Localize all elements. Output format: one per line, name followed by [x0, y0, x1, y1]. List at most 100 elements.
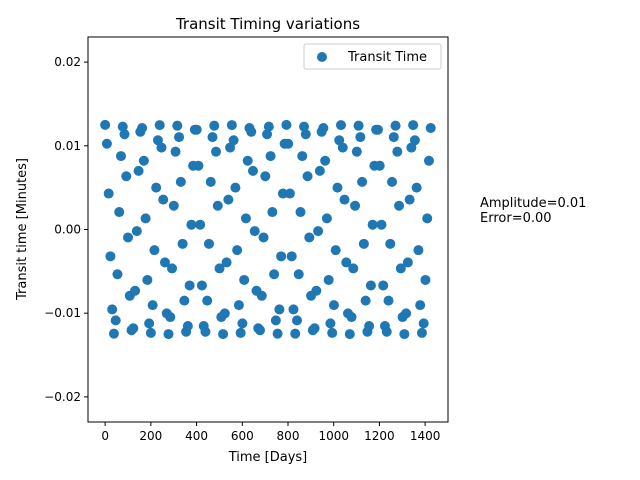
scatter-point: [423, 155, 434, 166]
fit-annotation: Amplitude=0.01 Error=0.00: [480, 196, 586, 226]
scatter-point: [168, 200, 179, 211]
scatter-point: [291, 315, 302, 326]
scatter-point: [137, 122, 148, 133]
x-tick-label: 200: [139, 429, 162, 443]
scatter-point: [276, 251, 287, 262]
scatter-point: [163, 329, 174, 340]
scatter-point: [300, 129, 311, 140]
scatter-point: [408, 120, 419, 131]
scatter-point: [372, 124, 383, 135]
scatter-point: [140, 213, 151, 224]
scatter-point: [348, 263, 359, 274]
scatter-point: [221, 257, 232, 268]
legend-label: Transit Time: [347, 50, 427, 65]
y-tick-label: 0.01: [54, 139, 81, 153]
scatter-point: [385, 238, 396, 249]
scatter-point: [376, 219, 387, 230]
scatter-point: [383, 295, 394, 306]
scatter-point: [130, 285, 141, 296]
scatter-point: [159, 257, 170, 268]
scatter-point: [313, 226, 324, 237]
legend-marker: [317, 52, 327, 62]
scatter-point: [105, 251, 116, 262]
scatter-point: [337, 142, 348, 153]
scatter-point: [170, 146, 181, 157]
scatter-point: [288, 304, 299, 315]
scatter-point: [256, 290, 267, 301]
scatter-point: [110, 315, 121, 326]
error-text: Error=0.00: [480, 211, 552, 226]
scatter-point: [212, 200, 223, 211]
scatter-point: [211, 146, 222, 157]
scatter-point: [193, 160, 204, 171]
scatter-point: [154, 120, 165, 131]
scatter-point: [388, 132, 399, 143]
scatter-point: [302, 171, 313, 182]
scatter-point: [323, 274, 334, 285]
scatter-point: [330, 245, 341, 256]
scatter-point: [138, 155, 149, 166]
scatter-point: [399, 329, 410, 340]
scatter-point: [321, 213, 332, 224]
scatter-point: [237, 318, 248, 329]
scatter-point: [332, 182, 343, 193]
scatter-point: [230, 182, 241, 193]
scatter-point: [228, 135, 239, 146]
scatter-point: [378, 280, 389, 291]
x-tick-label: 600: [231, 429, 254, 443]
scatter-point: [172, 120, 183, 131]
scatter-point: [177, 238, 188, 249]
scatter-point: [100, 119, 111, 130]
scatter-point: [205, 176, 216, 187]
scatter-point: [117, 121, 128, 132]
scatter-point: [262, 129, 273, 140]
scatter-point: [299, 121, 310, 132]
scatter-point: [156, 142, 167, 153]
y-tick-label: −0.01: [44, 306, 81, 320]
scatter-point: [219, 308, 230, 319]
scatter-point: [295, 207, 306, 218]
scatter-point: [277, 188, 288, 199]
scatter-point: [214, 263, 225, 274]
legend-box: [303, 43, 442, 70]
scatter-point: [290, 328, 301, 339]
scatter-point: [404, 194, 415, 205]
y-tick-label: 0.02: [54, 55, 81, 69]
scatter-point: [284, 188, 295, 199]
scatter-point: [318, 122, 329, 133]
scatter-point: [309, 323, 320, 334]
scatter-point: [112, 269, 123, 280]
scatter-point: [131, 226, 142, 237]
scatter-point: [360, 295, 371, 306]
scatter-point: [401, 308, 412, 319]
scatter-point: [167, 263, 178, 274]
scatter-point: [223, 194, 234, 205]
scatter-point: [270, 315, 281, 326]
y-axis-label: Transit time [Minutes]: [15, 158, 30, 301]
scatter-point: [175, 176, 186, 187]
scatter-point: [350, 200, 361, 211]
scatter-point: [281, 119, 292, 130]
x-tick-label: 800: [277, 429, 300, 443]
scatter-point: [182, 321, 193, 332]
scatter-point: [265, 151, 276, 162]
scatter-point: [239, 274, 250, 285]
scatter-point: [191, 124, 202, 135]
scatter-point: [142, 274, 153, 285]
scatter-point: [269, 269, 280, 280]
scatter-point: [320, 155, 331, 166]
scatter-point: [422, 213, 433, 224]
scatter-point: [367, 219, 378, 230]
scatter-point: [272, 328, 283, 339]
x-tick-label: 1000: [318, 429, 349, 443]
scatter-point: [121, 171, 132, 182]
scatter-point: [328, 300, 339, 311]
scatter-point: [108, 328, 119, 339]
scatter-point: [226, 120, 237, 131]
scatter-point: [387, 176, 398, 187]
scatter-point: [133, 165, 144, 176]
scatter-point: [314, 165, 325, 176]
y-tick-label: 0.00: [54, 223, 81, 237]
scatter-point: [339, 194, 350, 205]
